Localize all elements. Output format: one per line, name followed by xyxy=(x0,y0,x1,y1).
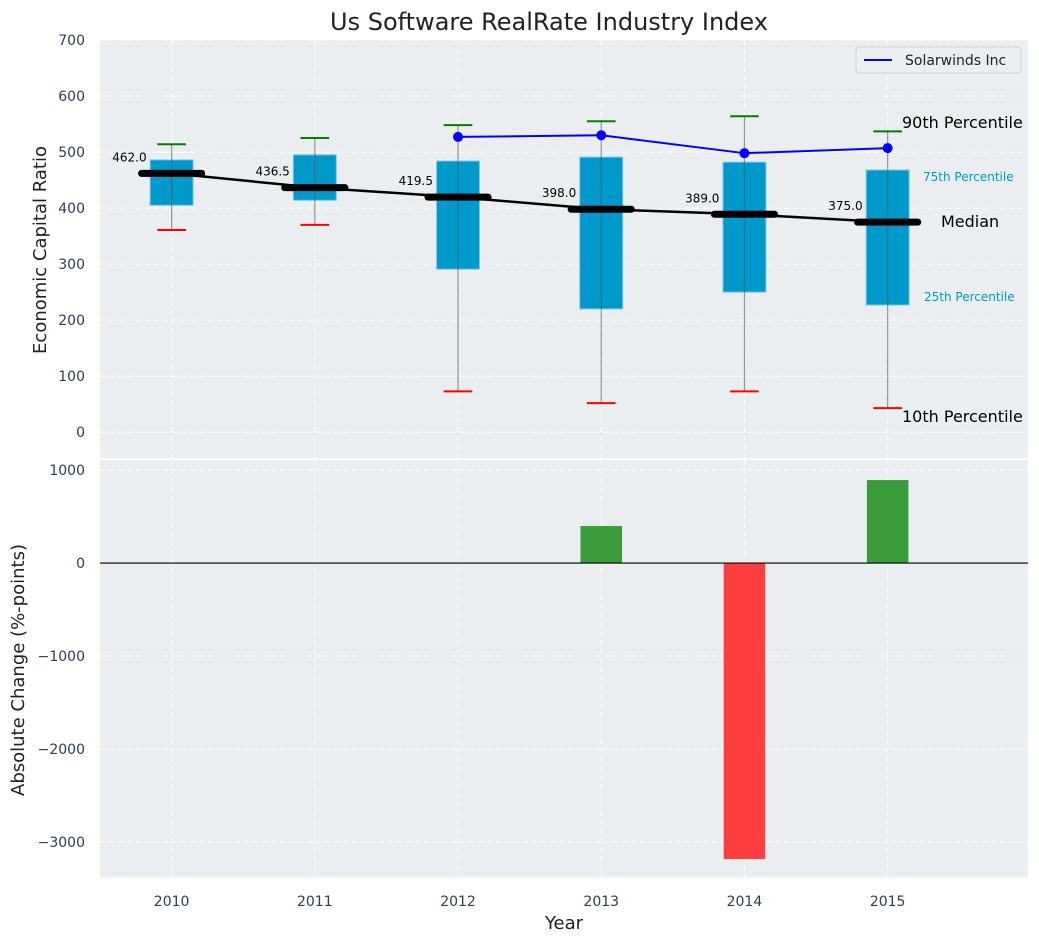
median-label: 419.5 xyxy=(399,174,433,188)
median-label: 398.0 xyxy=(542,186,576,200)
annotation-median: Median xyxy=(941,212,999,231)
series-point-solarwinds xyxy=(882,143,893,154)
x-tick-label: 2010 xyxy=(154,894,190,910)
top-y-tick-label: 600 xyxy=(58,89,85,105)
legend-label-solarwinds: Solarwinds Inc xyxy=(905,53,1006,69)
bottom-y-tick-label: 0 xyxy=(76,556,85,572)
top-y-tick-label: 0 xyxy=(76,425,85,441)
top-y-tick-label: 400 xyxy=(58,201,85,217)
median-label: 436.5 xyxy=(255,165,289,179)
series-point-solarwinds xyxy=(453,131,464,142)
bottom-y-tick-label: 1000 xyxy=(49,463,85,479)
median-label: 375.0 xyxy=(828,199,862,213)
top-y-tick-label: 200 xyxy=(58,313,85,329)
x-axis-label: Year xyxy=(544,913,584,934)
change-bar xyxy=(580,526,622,564)
change-bar xyxy=(723,563,766,860)
annotation-p25: 25th Percentile xyxy=(924,290,1015,304)
x-tick-label: 2015 xyxy=(870,894,906,910)
annotation-p90: 90th Percentile xyxy=(902,113,1023,132)
top-y-tick-label: 500 xyxy=(58,145,85,161)
bottom-y-tick-label: −3000 xyxy=(38,835,85,851)
x-tick-label: 2014 xyxy=(727,894,763,910)
annotation-p75: 75th Percentile xyxy=(923,170,1014,184)
annotation-p10: 10th Percentile xyxy=(902,407,1023,426)
top-y-tick-label: 700 xyxy=(58,33,85,49)
x-tick-label: 2011 xyxy=(297,894,333,910)
top-y-tick-label: 300 xyxy=(58,257,85,273)
median-label: 462.0 xyxy=(112,150,146,164)
x-tick-label: 2012 xyxy=(440,894,476,910)
bottom-y-tick-label: −2000 xyxy=(38,742,85,758)
top-y-axis-label: Economic Capital Ratio xyxy=(30,146,51,354)
legend: Solarwinds Inc xyxy=(855,46,1022,74)
x-tick-label: 2013 xyxy=(583,894,619,910)
series-line-solarwinds xyxy=(458,134,888,155)
bottom-y-axis-label: Absolute Change (%-points) xyxy=(8,544,29,796)
change-bar xyxy=(866,480,909,564)
median-label: 389.0 xyxy=(685,191,719,205)
bottom-y-tick-label: −1000 xyxy=(38,649,85,665)
series-point-solarwinds xyxy=(739,148,750,159)
top-y-tick-label: 100 xyxy=(58,369,85,385)
series-point-solarwinds xyxy=(596,130,607,141)
chart-title: Us Software RealRate Industry Index xyxy=(330,8,768,36)
